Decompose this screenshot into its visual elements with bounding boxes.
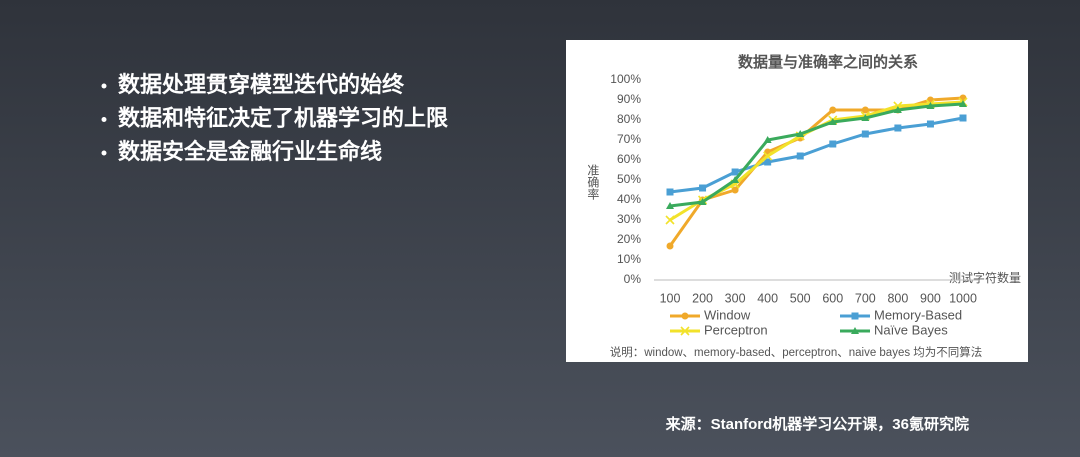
x-tick-label: 900 <box>920 291 941 305</box>
y-axis-label: 准确率 <box>586 164 600 200</box>
source: 来源：Stanford机器学习公开课，36氪研究院 <box>665 415 969 433</box>
y-tick-label: 80% <box>617 112 641 126</box>
marker <box>851 312 859 320</box>
marker <box>893 106 902 113</box>
bullet-dot <box>101 150 107 156</box>
series-line <box>669 102 964 208</box>
legend-label: Window <box>704 307 751 322</box>
x-tick-label: 400 <box>757 291 778 305</box>
bullet-dot <box>101 117 107 122</box>
marker <box>796 152 804 160</box>
bullet-text: 数据处理贯穿模型迭代的始终 <box>118 72 405 97</box>
marker <box>926 120 934 128</box>
marker <box>763 136 772 143</box>
marker <box>829 106 837 114</box>
x-tick-label: 200 <box>692 291 713 305</box>
y-tick-label: 90% <box>617 92 641 106</box>
legend-label: Memory-Based <box>874 307 962 322</box>
marker <box>666 188 674 196</box>
marker <box>731 168 739 176</box>
marker <box>763 151 773 161</box>
y-tick-label: 50% <box>617 172 641 186</box>
y-tick-label: 40% <box>617 192 641 206</box>
bullet-text: 数据和特征决定了机器学习的上限 <box>118 105 448 130</box>
chart-panel <box>566 40 1028 362</box>
y-tick-label: 30% <box>617 212 641 226</box>
x-tick-label: 800 <box>887 291 908 305</box>
marker <box>861 114 870 121</box>
marker <box>861 130 869 138</box>
legend-label: Naïve Bayes <box>874 322 948 337</box>
marker <box>861 106 869 114</box>
marker <box>796 130 805 137</box>
marker <box>699 184 707 192</box>
bullet-text: 数据安全是金融行业生命线 <box>118 139 382 164</box>
chart-title: 数据量与准确率之间的关系 <box>738 53 918 71</box>
y-tick-label: 20% <box>617 232 641 246</box>
y-tick-label: 100% <box>610 72 641 86</box>
bullet-dot <box>101 83 107 89</box>
marker <box>828 118 837 125</box>
legend-label: Perceptron <box>704 322 768 337</box>
marker <box>731 176 740 183</box>
marker <box>851 327 859 334</box>
marker <box>698 198 707 205</box>
x-tick-label: 100 <box>660 291 681 305</box>
marker <box>829 140 837 148</box>
marker <box>681 312 689 320</box>
marker <box>666 202 674 209</box>
x-tick-label: 300 <box>725 291 746 305</box>
marker <box>666 242 674 250</box>
marker <box>959 100 967 107</box>
marker <box>731 186 739 194</box>
y-tick-label: 10% <box>617 252 641 266</box>
chart-note: 说明：window、memory-based、perceptron、naive … <box>610 345 983 359</box>
x-tick-label: 600 <box>822 291 843 305</box>
marker <box>894 124 902 132</box>
marker <box>680 326 690 336</box>
x-tick-label: 1000 <box>949 291 977 305</box>
x-tick-label: 700 <box>855 291 876 305</box>
marker <box>764 158 772 166</box>
series-line <box>669 116 964 194</box>
x-axis-label: 测试字符数量 <box>949 270 1021 285</box>
marker <box>926 102 935 109</box>
y-tick-label: 60% <box>617 152 641 166</box>
y-tick-label: 0% <box>624 272 642 286</box>
marker <box>959 114 967 122</box>
x-tick-label: 500 <box>790 291 811 305</box>
y-tick-label: 70% <box>617 132 641 146</box>
marker <box>665 215 675 225</box>
